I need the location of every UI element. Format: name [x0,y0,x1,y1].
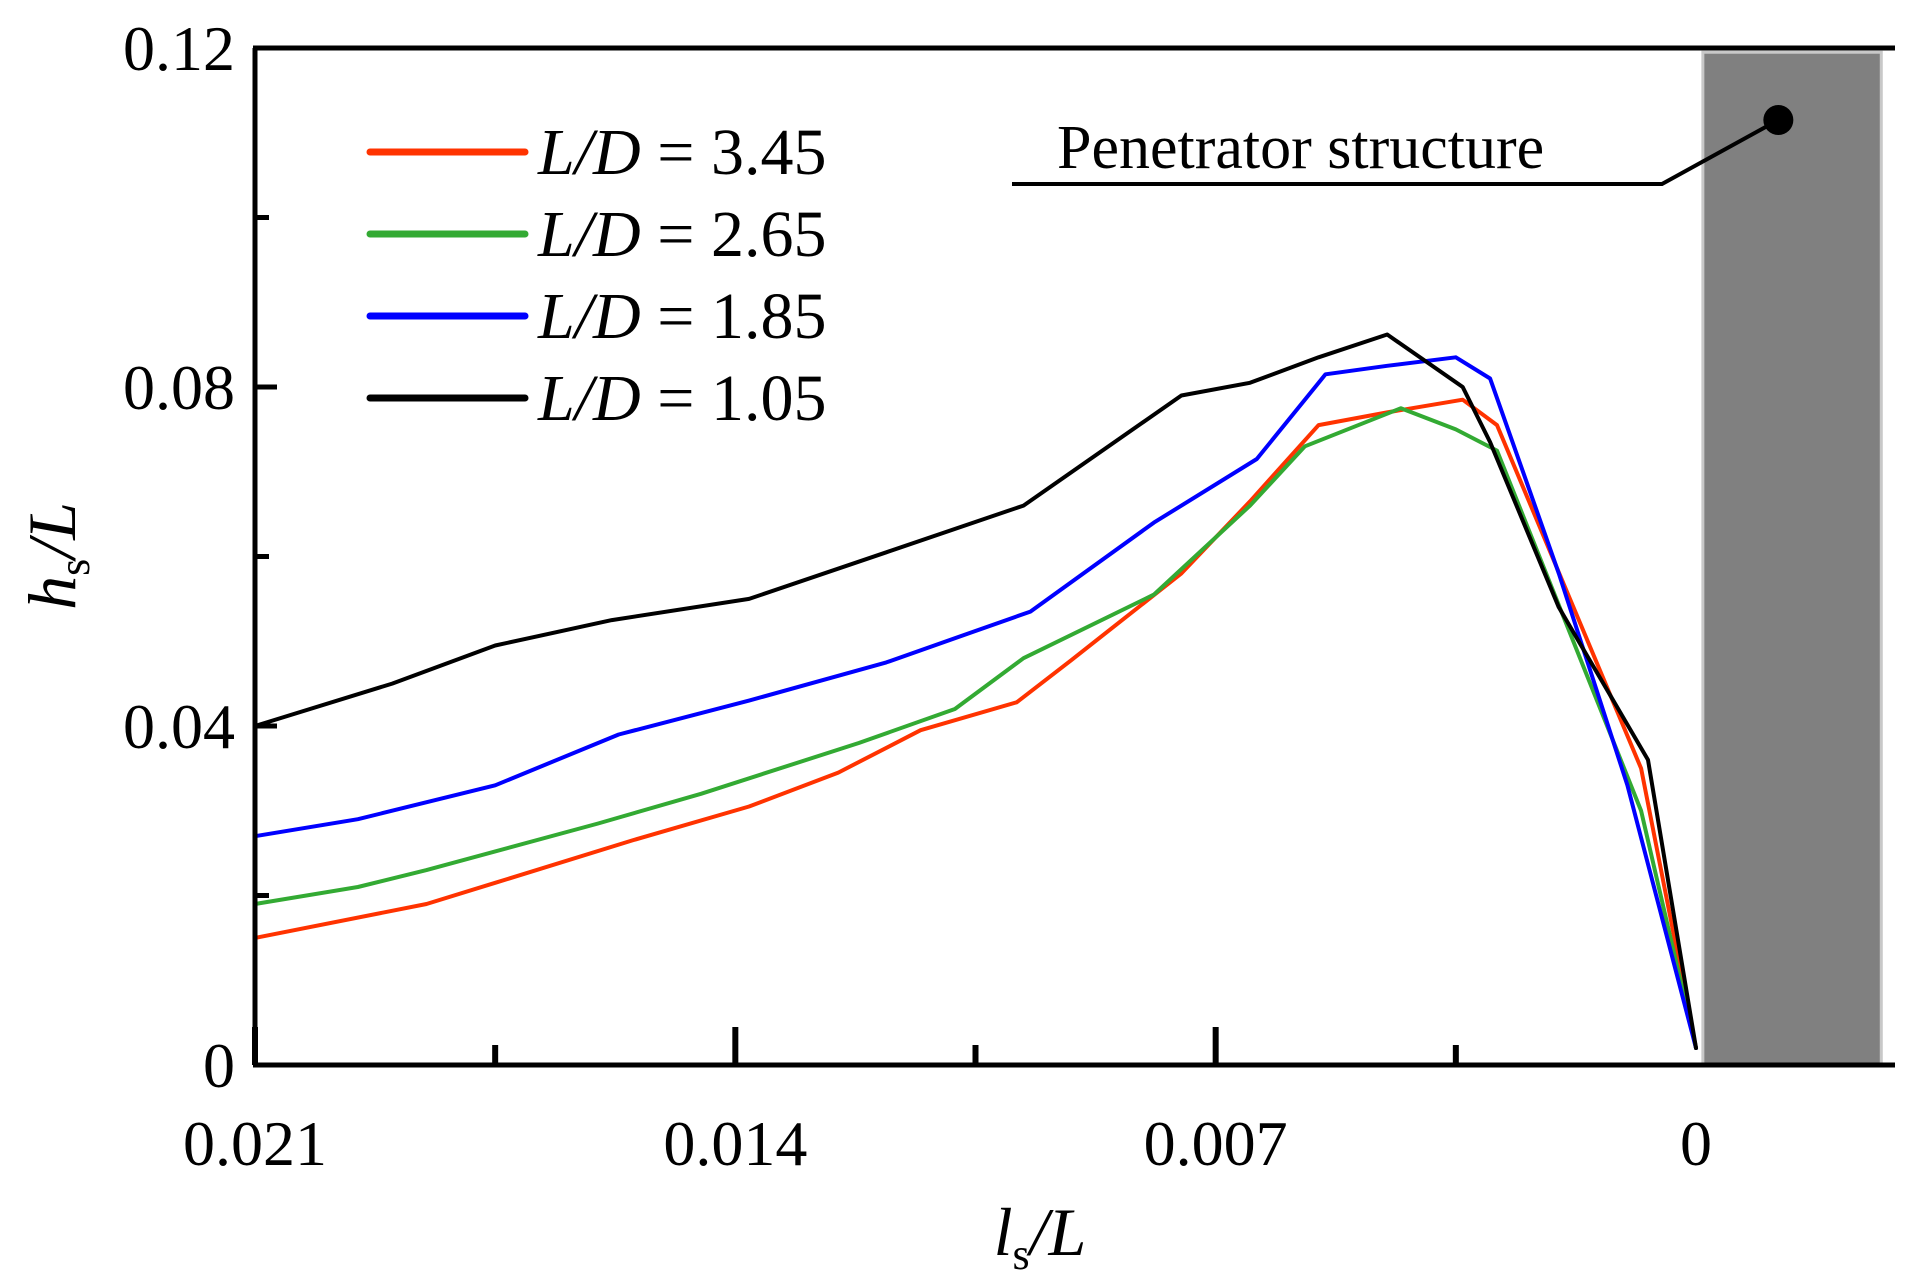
x-tick-label-1: 0.021 [183,1108,327,1179]
y-tick-label-3: 0.08 [123,352,235,423]
y-tick-label-2: 0.04 [123,691,235,762]
x-tick-label-4: 0 [1680,1108,1712,1179]
y-tick-label-1: 0 [203,1030,235,1101]
series-line-4 [253,332,1698,1050]
penetrator-shaded-region [1701,50,1883,1067]
x-tick-label-3: 0.007 [1144,1108,1288,1179]
annotation-leader-line [1012,118,1780,186]
legend-label-2: L/D = 2.65 [537,198,826,271]
legend-label-3: L/D = 1.85 [537,280,826,353]
legend-label-1: L/D = 3.45 [537,116,826,189]
series-line-3 [253,355,1698,1050]
y-axis-title: hs/L [14,502,99,610]
y-tick-label-4: 0.12 [123,13,235,84]
annotation-label: Penetrator structure [1057,114,1544,182]
x-tick-label-2: 0.014 [663,1108,807,1179]
x-axis-title: ls/L [994,1194,1087,1275]
series-line-2 [253,406,1698,1050]
series-line-1 [253,397,1698,1050]
annotation-dot [1763,105,1794,136]
legend-label-4: L/D = 1.05 [537,362,826,435]
